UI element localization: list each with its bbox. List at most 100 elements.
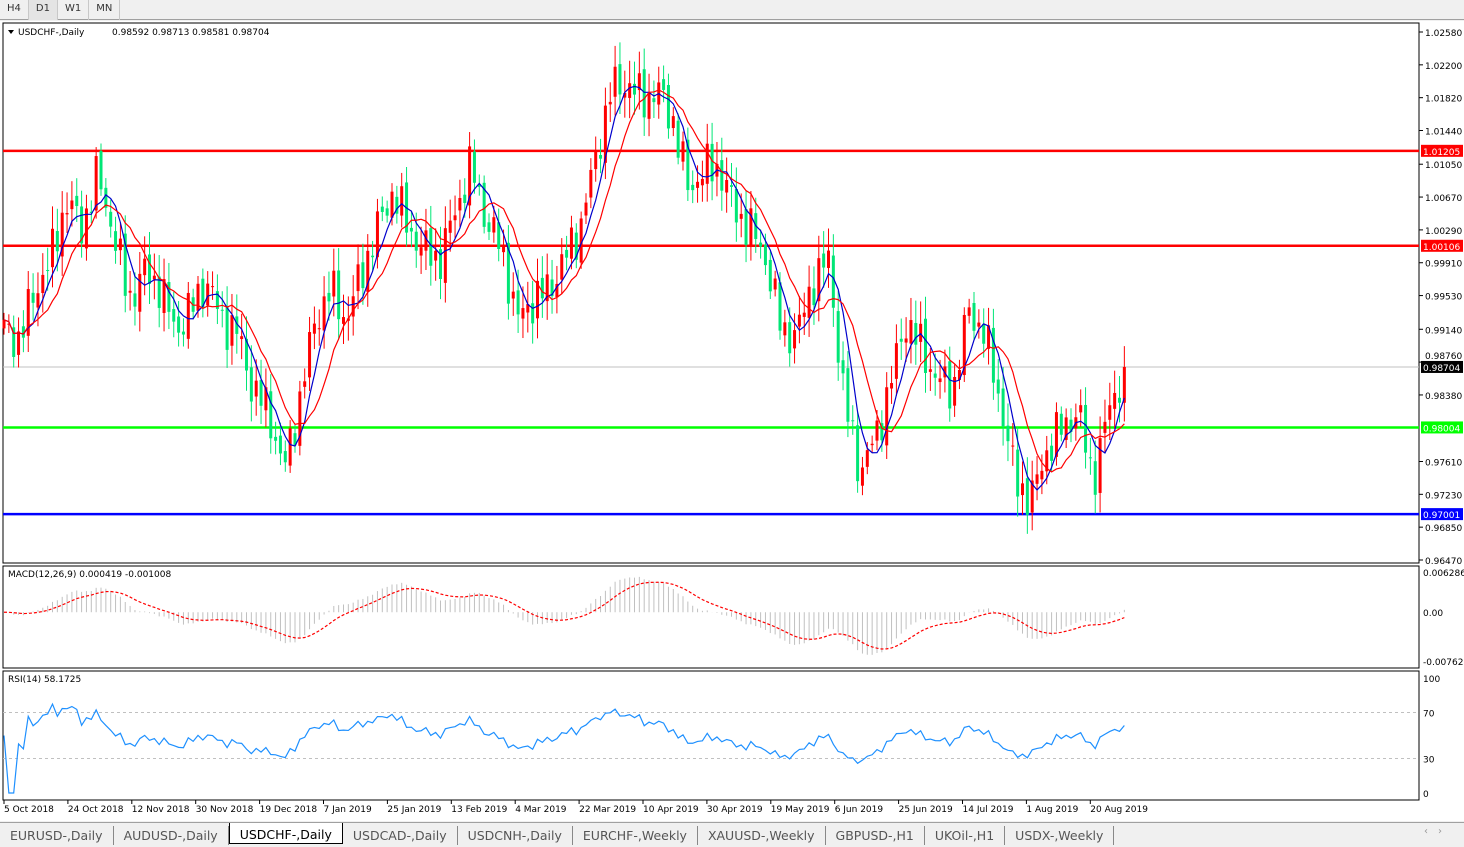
chart-tab[interactable]: USDCNH-,Daily bbox=[458, 826, 573, 845]
candle-body bbox=[1084, 404, 1088, 453]
candle-body bbox=[487, 222, 491, 232]
timeframe-w1[interactable]: W1 bbox=[58, 0, 90, 20]
candle-body bbox=[2, 319, 6, 329]
chart-title: USDCHF-,Daily bbox=[18, 28, 85, 38]
date-tick-label: 30 Apr 2019 bbox=[707, 805, 763, 815]
chart-tab[interactable]: GBPUSD-,H1 bbox=[826, 826, 925, 845]
candle-body bbox=[666, 85, 670, 129]
timeframe-d1[interactable]: D1 bbox=[28, 0, 58, 20]
candle-body bbox=[439, 249, 442, 279]
candle-body bbox=[696, 181, 700, 188]
date-tick-label: 7 Jan 2019 bbox=[324, 805, 372, 815]
candle-body bbox=[1050, 445, 1054, 461]
candle-body bbox=[351, 296, 355, 317]
candle-body bbox=[84, 208, 88, 249]
level-price-label: 1.00106 bbox=[1423, 243, 1460, 253]
candle-body bbox=[817, 258, 821, 302]
candle-body bbox=[157, 276, 161, 308]
last-price-label: 0.98704 bbox=[1423, 364, 1460, 374]
candle-body bbox=[827, 250, 830, 268]
candle-body bbox=[1108, 405, 1112, 420]
candle-body bbox=[21, 326, 25, 338]
candle-body bbox=[337, 270, 341, 320]
candle-body bbox=[574, 232, 578, 260]
candle-body bbox=[138, 273, 142, 312]
candle-body bbox=[395, 196, 399, 214]
candle-body bbox=[671, 116, 675, 129]
candle-body bbox=[924, 318, 927, 373]
candle-body bbox=[875, 420, 879, 441]
candle-body bbox=[841, 360, 845, 374]
candle-body bbox=[375, 211, 379, 258]
candle-body bbox=[342, 317, 345, 324]
chart-tab[interactable]: USDX-,Weekly bbox=[1005, 826, 1115, 845]
chart-tab[interactable]: USDCHF-,Daily bbox=[228, 823, 343, 844]
rsi-tick-label: 70 bbox=[1423, 710, 1435, 720]
candle-body bbox=[676, 120, 680, 158]
candle-body bbox=[51, 228, 54, 268]
candle-body bbox=[400, 186, 404, 216]
timeframe-mn[interactable]: MN bbox=[89, 0, 121, 20]
candle-body bbox=[1103, 421, 1107, 433]
candle-body bbox=[603, 105, 607, 163]
candle-body bbox=[890, 383, 894, 389]
chart-tab[interactable]: EURUSD-,Daily bbox=[0, 826, 114, 845]
candle-body bbox=[831, 255, 835, 308]
candle-body bbox=[633, 83, 636, 95]
candle-body bbox=[560, 254, 564, 280]
rsi-tick-label: 0 bbox=[1423, 790, 1429, 800]
candle-body bbox=[1098, 438, 1102, 493]
candle-body bbox=[744, 209, 748, 245]
candle-body bbox=[540, 277, 544, 299]
candle-body bbox=[773, 278, 777, 290]
candle-body bbox=[739, 213, 743, 219]
candle-body bbox=[235, 316, 239, 334]
candle-body bbox=[681, 141, 685, 162]
candle-body bbox=[880, 423, 884, 441]
level-price-label: 1.01205 bbox=[1423, 148, 1460, 158]
rsi-pane bbox=[2, 670, 1420, 801]
level-price-badge bbox=[1421, 421, 1463, 434]
chart-tab[interactable]: XAUUSD-,Weekly bbox=[698, 826, 826, 845]
tab-scroll-arrows[interactable]: ‹› bbox=[1424, 826, 1452, 837]
candle-body bbox=[870, 443, 874, 446]
candle-body bbox=[1113, 392, 1117, 409]
chart-window[interactable]: 1.02580 1.02200 1.01820 1.01440 1.01050 1.006… bbox=[0, 21, 1464, 821]
timeframe-h4[interactable]: H4 bbox=[0, 0, 29, 20]
chart-tab[interactable]: UKOil-,H1 bbox=[925, 826, 1006, 845]
candle-body bbox=[298, 391, 302, 446]
date-tick-label: 22 Mar 2019 bbox=[579, 805, 636, 815]
candle-body bbox=[196, 283, 200, 311]
candle-body bbox=[477, 184, 481, 187]
date-tick-label: 12 Nov 2018 bbox=[132, 805, 190, 815]
candle-body bbox=[1122, 366, 1126, 403]
candle-body bbox=[516, 290, 520, 315]
chart-tab[interactable]: USDCAD-,Daily bbox=[343, 826, 458, 845]
candle-body bbox=[1011, 445, 1015, 447]
candle-body bbox=[303, 381, 307, 387]
candle-body bbox=[317, 328, 321, 330]
candle-body bbox=[172, 309, 176, 322]
candle-body bbox=[448, 220, 452, 233]
candle-body bbox=[710, 143, 714, 182]
candle-body bbox=[94, 156, 98, 211]
price-tick-label: 1.01820 bbox=[1425, 95, 1462, 105]
chart-tab[interactable]: AUDUSD-,Daily bbox=[114, 826, 229, 845]
candle-body bbox=[206, 283, 210, 306]
candle-body bbox=[293, 433, 297, 446]
candle-body bbox=[424, 230, 428, 251]
candle-body bbox=[909, 320, 913, 344]
level-price-label: 0.98004 bbox=[1423, 424, 1460, 434]
candle-body bbox=[429, 228, 433, 266]
chart-svg[interactable]: 1.02580 1.02200 1.01820 1.01440 1.01050 1.006… bbox=[0, 21, 1464, 821]
chart-tab[interactable]: EURCHF-,Weekly bbox=[573, 826, 698, 845]
candle-body bbox=[80, 206, 84, 244]
candle-body bbox=[977, 322, 981, 327]
candle-body bbox=[579, 218, 583, 263]
candle-body bbox=[133, 293, 137, 307]
candle-body bbox=[526, 304, 530, 313]
candle-body bbox=[41, 274, 45, 294]
candle-body bbox=[511, 291, 515, 299]
price-tick-label: 0.98760 bbox=[1425, 352, 1462, 362]
candle-body bbox=[885, 387, 889, 446]
